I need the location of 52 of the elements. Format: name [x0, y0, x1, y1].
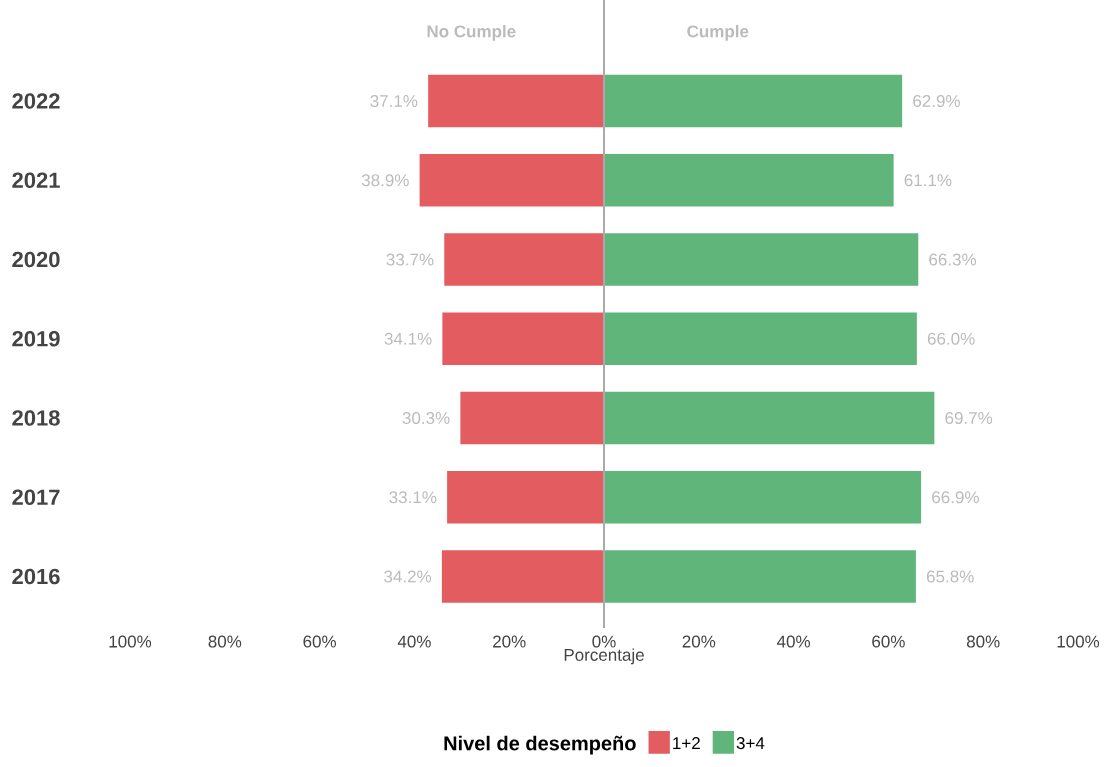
- x-tick-label: 40%: [397, 635, 431, 648]
- data-label: 65.8%: [926, 570, 974, 583]
- bar: [604, 74, 903, 128]
- data-label: 30.3%: [402, 411, 450, 425]
- x-tick-label: 20%: [493, 635, 526, 648]
- data-label: 69.7%: [945, 411, 993, 425]
- y-tick-label: 2020: [12, 251, 60, 268]
- data-label: 33.7%: [386, 253, 434, 266]
- x-tick-label: 100%: [1057, 635, 1100, 648]
- data-label: 37.1%: [370, 94, 418, 108]
- legend-title: Nivel de desempeño: [444, 735, 636, 755]
- annotation: No Cumple: [427, 24, 516, 41]
- bar: [460, 391, 605, 445]
- x-axis-title: Porcentaje: [564, 648, 644, 665]
- y-tick-label: 2022: [12, 93, 60, 109]
- bar: [444, 233, 605, 286]
- y-tick-label: 2018: [12, 410, 60, 426]
- bar: [604, 550, 916, 603]
- annotation: Cumple: [687, 24, 749, 41]
- x-tick-label: 60%: [303, 635, 336, 648]
- legend-label: 3+4: [736, 737, 765, 750]
- data-label: 34.2%: [384, 570, 432, 583]
- y-tick-label: 2019: [12, 330, 60, 347]
- bar: [441, 550, 605, 603]
- bar: [604, 233, 919, 286]
- x-tick-label: 80%: [966, 635, 1000, 648]
- bar: [604, 312, 917, 365]
- bar: [428, 74, 605, 128]
- data-label: 61.1%: [904, 174, 952, 187]
- y-tick-label: 2016: [12, 568, 60, 585]
- bar: [604, 154, 894, 207]
- data-label: 33.1%: [389, 491, 437, 504]
- data-label: 66.0%: [927, 332, 975, 345]
- bar: [442, 312, 605, 365]
- x-tick-label: 0%: [592, 635, 616, 648]
- data-label: 66.3%: [929, 253, 977, 266]
- data-label: 66.9%: [932, 491, 979, 504]
- x-tick-label: 20%: [682, 635, 716, 648]
- legend-label: 1+2: [673, 737, 700, 749]
- x-tick-label: 60%: [872, 635, 905, 648]
- data-label: 38.9%: [361, 174, 409, 187]
- x-tick-label: 80%: [208, 635, 242, 648]
- x-tick-label: 100%: [109, 635, 152, 648]
- data-label: 62.9%: [913, 94, 960, 108]
- bar: [419, 154, 605, 207]
- y-tick-label: 2017: [12, 489, 60, 506]
- y-tick-label: 2021: [12, 172, 60, 189]
- bar: [604, 471, 922, 524]
- x-tick-label: 40%: [776, 635, 810, 648]
- data-label: 34.1%: [384, 332, 432, 345]
- bar: [447, 471, 605, 524]
- bar: [604, 391, 935, 445]
